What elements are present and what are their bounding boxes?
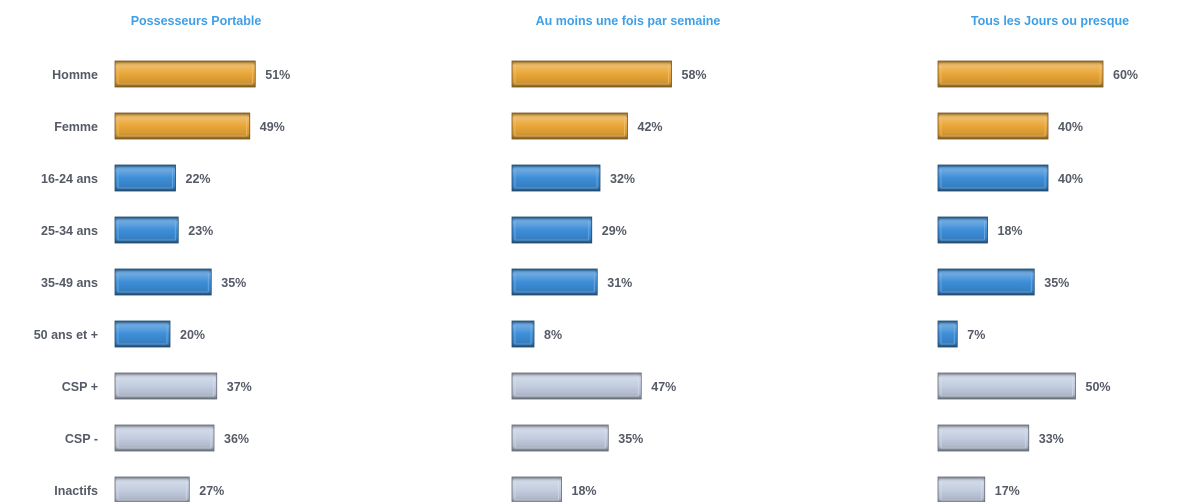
bar	[114, 112, 251, 140]
category-label: Homme	[52, 68, 98, 82]
bar	[511, 112, 628, 140]
data-label: 36%	[224, 432, 249, 446]
data-label: 35%	[221, 276, 246, 290]
category-label: CSP -	[65, 432, 98, 446]
bar	[114, 216, 179, 244]
bar	[114, 164, 176, 192]
bar	[937, 320, 958, 348]
bar-bevel	[117, 115, 248, 137]
bar	[937, 164, 1049, 192]
bar-bevel	[940, 479, 983, 501]
bar-bevel	[117, 323, 168, 345]
bar-bevel	[117, 427, 212, 449]
data-label: 50%	[1086, 380, 1111, 394]
data-label: 42%	[638, 120, 663, 134]
bar-bevel	[940, 323, 955, 345]
bar	[937, 372, 1076, 400]
category-label: Inactifs	[54, 484, 98, 498]
data-label: 33%	[1039, 432, 1064, 446]
data-label: 23%	[188, 224, 213, 238]
series-title: Possesseurs Portable	[131, 14, 262, 28]
series-title: Tous les Jours ou presque	[971, 14, 1129, 28]
bar-bevel	[117, 219, 176, 241]
data-label: 29%	[602, 224, 627, 238]
category-label: 35-49 ans	[41, 276, 98, 290]
bar	[511, 268, 598, 296]
bar-bevel	[514, 63, 669, 85]
category-label: 25-34 ans	[41, 224, 98, 238]
bar	[937, 476, 986, 502]
bar-bevel	[940, 219, 985, 241]
data-label: 35%	[1044, 276, 1069, 290]
bar-bevel	[940, 375, 1073, 397]
bar	[114, 372, 218, 400]
bar	[114, 60, 256, 88]
data-label: 51%	[265, 68, 290, 82]
bar	[511, 60, 672, 88]
data-label: 37%	[227, 380, 252, 394]
bar	[511, 216, 593, 244]
bar-bevel	[514, 115, 625, 137]
bar-bevel	[514, 375, 639, 397]
data-label: 58%	[682, 68, 707, 82]
bar-bevel	[117, 479, 187, 501]
bar	[114, 424, 215, 452]
data-label: 17%	[995, 484, 1020, 498]
data-label: 31%	[607, 276, 632, 290]
bar-bevel	[117, 375, 215, 397]
bar	[937, 216, 988, 244]
bar	[937, 424, 1030, 452]
bar-bevel	[514, 323, 532, 345]
data-label: 18%	[572, 484, 597, 498]
data-label: 18%	[998, 224, 1023, 238]
bar-bevel	[514, 271, 595, 293]
bar	[511, 372, 642, 400]
bar-bevel	[514, 479, 559, 501]
bar	[511, 476, 562, 502]
data-label: 20%	[180, 328, 205, 342]
data-label: 7%	[967, 328, 985, 342]
bar-bevel	[940, 167, 1046, 189]
data-label: 49%	[260, 120, 285, 134]
category-label: 16-24 ans	[41, 172, 98, 186]
category-label: Femme	[54, 120, 98, 134]
data-label: 60%	[1113, 68, 1138, 82]
bar	[114, 476, 190, 502]
data-label: 8%	[544, 328, 562, 342]
data-label: 40%	[1058, 120, 1083, 134]
data-label: 22%	[186, 172, 211, 186]
bar-bevel	[940, 63, 1101, 85]
bar-bevel	[514, 427, 606, 449]
category-label: CSP +	[62, 380, 98, 394]
bar	[114, 320, 171, 348]
bar	[114, 268, 212, 296]
category-label: 50 ans et +	[34, 328, 98, 342]
bar	[937, 112, 1049, 140]
data-label: 32%	[610, 172, 635, 186]
bar-bevel	[940, 115, 1046, 137]
bar-bevel	[940, 427, 1027, 449]
bar	[937, 268, 1035, 296]
bar	[937, 60, 1104, 88]
bar-bevel	[514, 219, 590, 241]
bar-bevel	[514, 167, 598, 189]
bar	[511, 320, 535, 348]
bar-bevel	[117, 167, 173, 189]
bar-bevel	[117, 63, 253, 85]
bar	[511, 164, 601, 192]
data-label: 35%	[618, 432, 643, 446]
series-title: Au moins une fois par semaine	[536, 14, 721, 28]
bar-bevel	[117, 271, 209, 293]
data-label: 47%	[651, 380, 676, 394]
data-label: 27%	[199, 484, 224, 498]
data-label: 40%	[1058, 172, 1083, 186]
bar	[511, 424, 609, 452]
bar-bevel	[940, 271, 1032, 293]
